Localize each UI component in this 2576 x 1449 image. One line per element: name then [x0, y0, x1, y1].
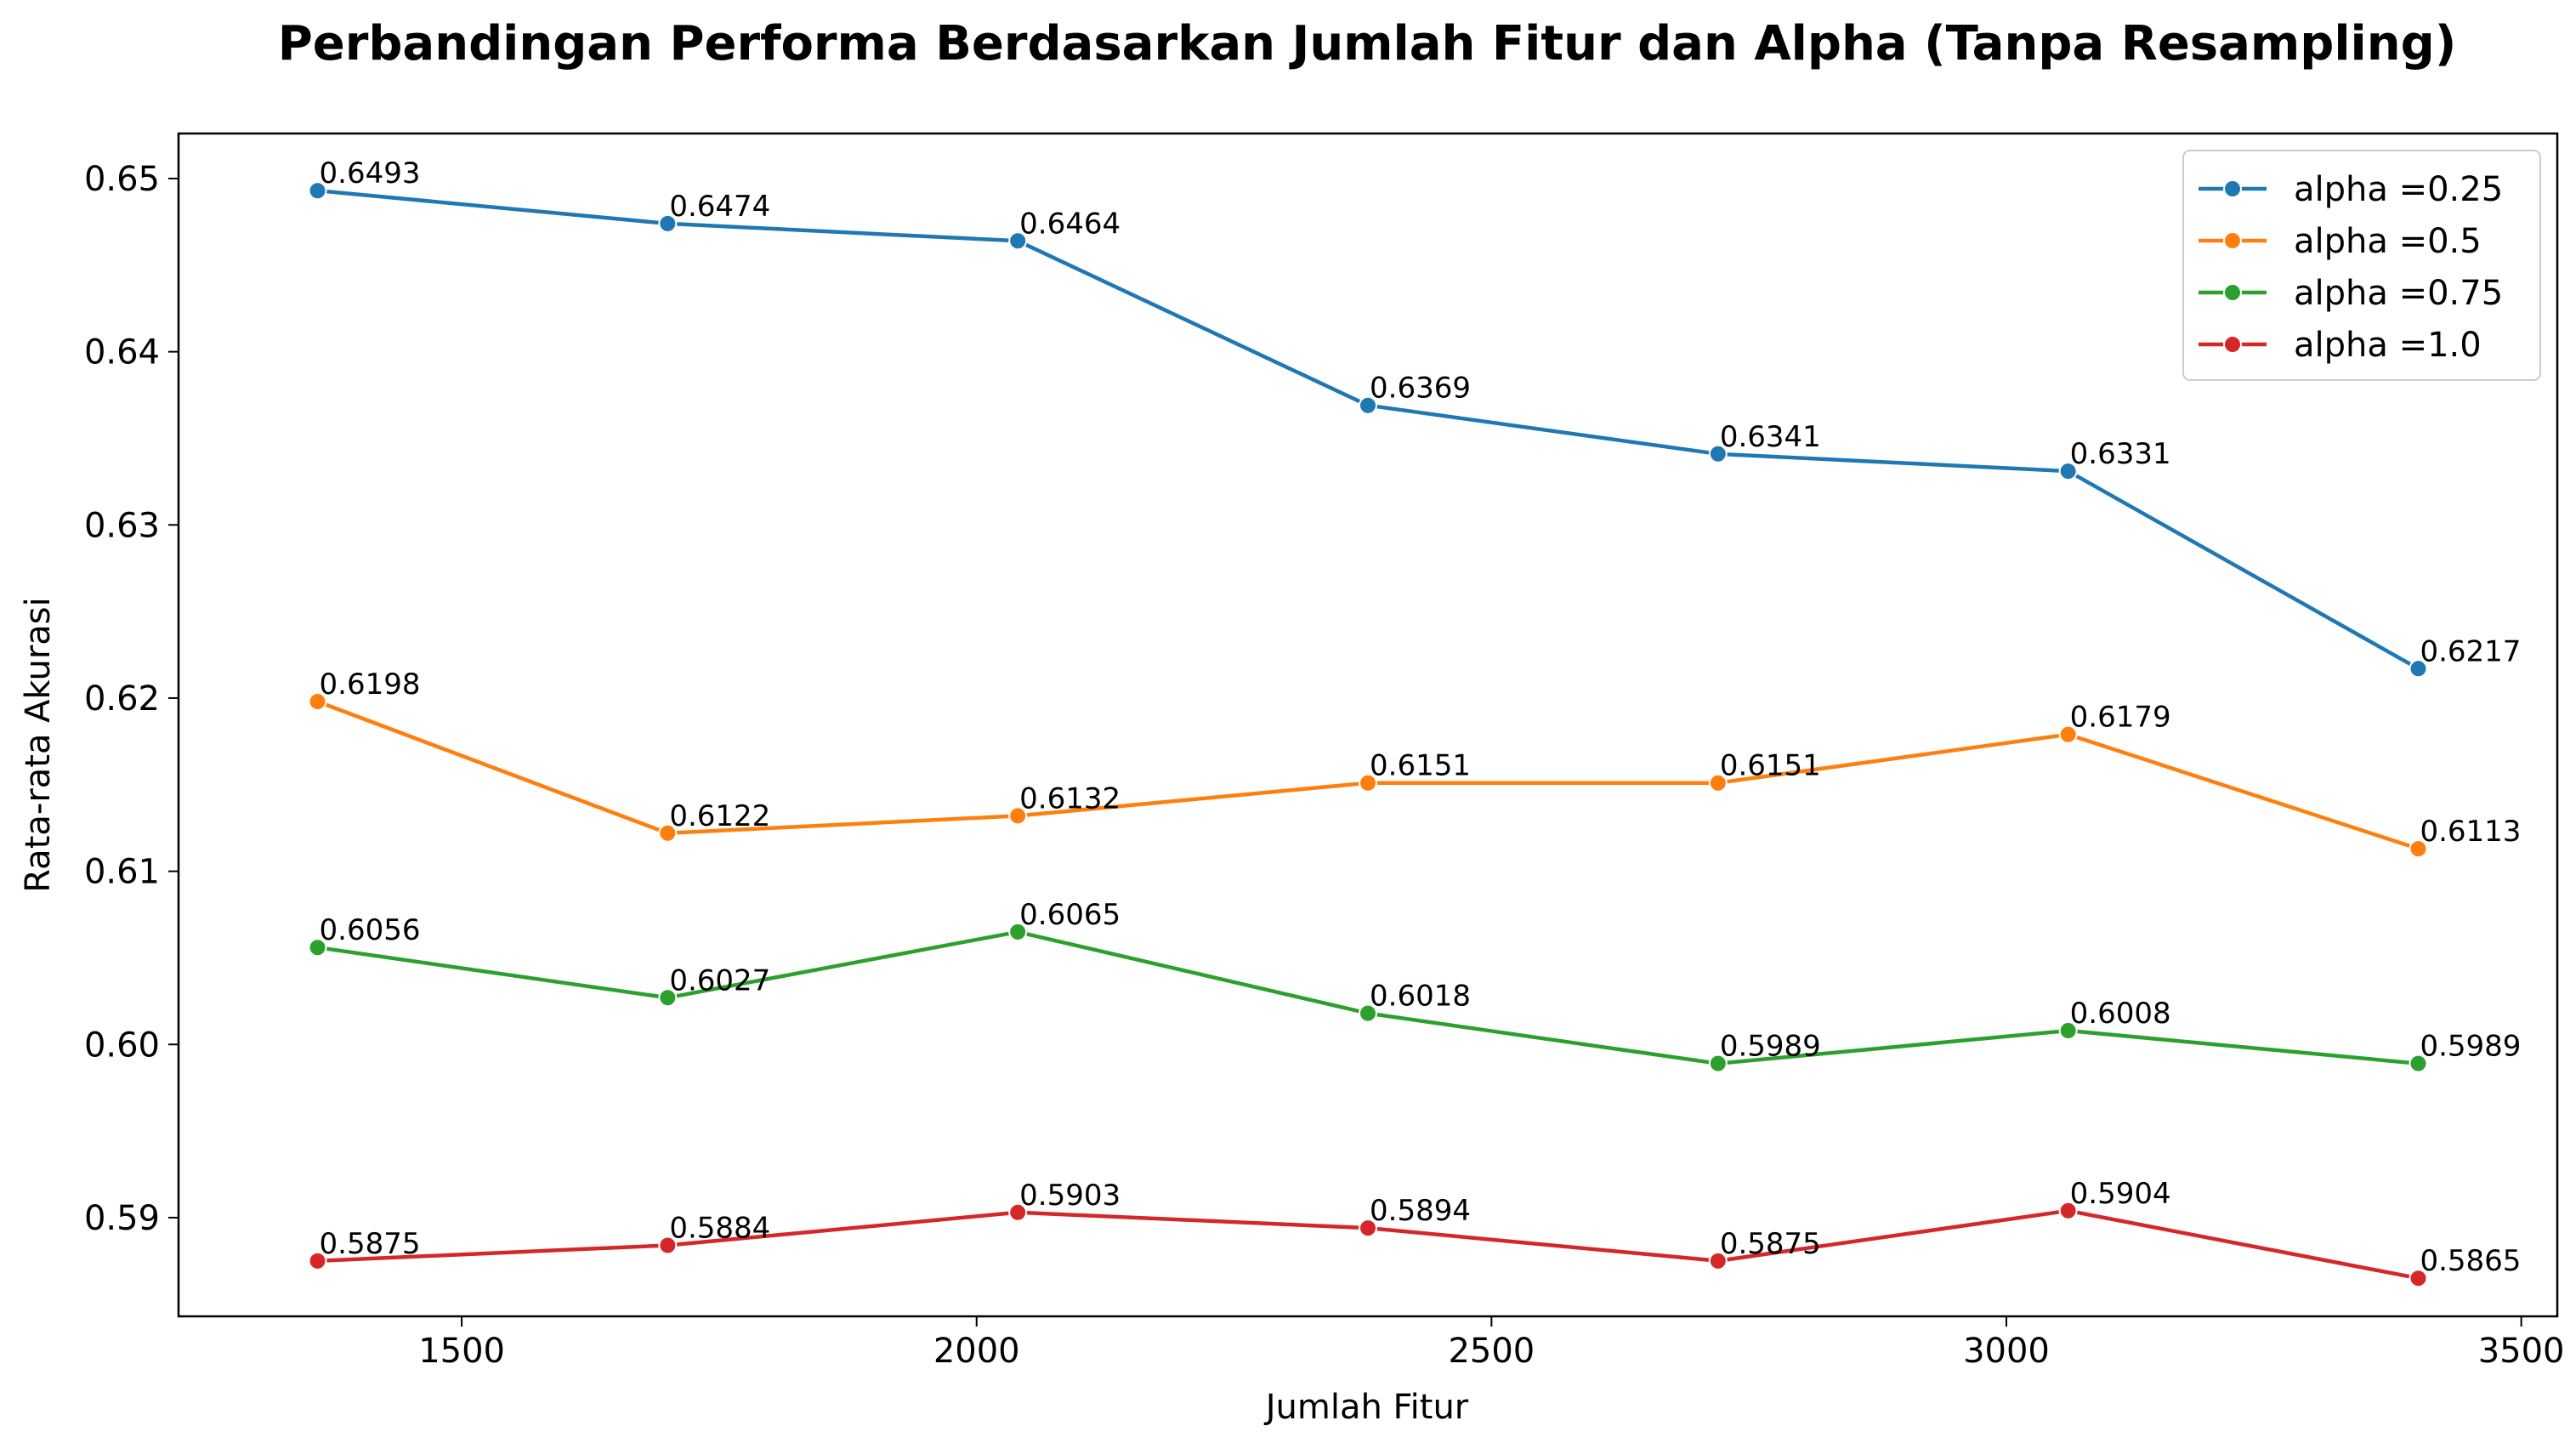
data-point [2058, 1020, 2078, 1040]
axes-frame [177, 132, 2559, 1318]
data-label: 0.6151 [1720, 749, 1821, 783]
x-tick-label: 3500 [2478, 1332, 2565, 1371]
data-point [2409, 659, 2428, 679]
data-point [308, 181, 327, 201]
legend-swatch-marker [2223, 335, 2242, 354]
legend-label: alpha =1.0 [2294, 326, 2482, 365]
x-axis-label: Jumlah Fitur [1263, 1388, 1469, 1427]
data-point [1008, 1202, 1028, 1222]
y-tick-label: 0.62 [84, 679, 160, 719]
data-label: 0.6008 [2070, 997, 2171, 1031]
data-label: 0.5884 [669, 1211, 770, 1245]
data-label: 0.6331 [2070, 437, 2171, 471]
data-point [308, 1251, 327, 1270]
data-label: 0.6018 [1370, 980, 1471, 1014]
data-point [2409, 1269, 2428, 1288]
legend-swatch-marker [2223, 179, 2242, 198]
series-2: 0.6198 0.6122 0.6132 0.6151 0.6151 0.6179 0.61… [308, 668, 2521, 859]
data-label: 0.5989 [2420, 1030, 2521, 1064]
x-tick-label: 3000 [1963, 1332, 2050, 1371]
data-label: 0.5865 [2420, 1244, 2521, 1278]
y-tick-label: 0.60 [84, 1026, 160, 1065]
data-point [1708, 1054, 1728, 1073]
legend-item: alpha =1.0 [2199, 326, 2482, 365]
y-tick-label: 0.63 [84, 506, 160, 545]
data-point [308, 692, 327, 712]
data-label: 0.6217 [2420, 634, 2521, 668]
legend: alpha =0.25 alpha =0.5 alpha =0.75 alpha =1… [2182, 150, 2541, 381]
series-3: 0.6056 0.6027 0.6065 0.6018 0.5989 0.6008 0.59… [308, 898, 2521, 1073]
data-point [1359, 773, 1377, 793]
data-point [658, 988, 678, 1008]
data-label: 0.5904 [2070, 1177, 2171, 1211]
data-label: 0.6369 [1370, 372, 1471, 406]
legend-box [2182, 150, 2541, 381]
data-label: 0.6151 [1370, 749, 1471, 783]
data-label: 0.5894 [1370, 1194, 1471, 1228]
data-label: 0.6122 [669, 799, 770, 833]
data-point [1359, 395, 1377, 415]
data-point [308, 938, 327, 957]
legend-swatch-marker [2223, 231, 2242, 250]
legend-label: alpha =0.25 [2294, 170, 2503, 209]
y-tick-label: 0.64 [84, 333, 160, 372]
data-point [1008, 922, 1028, 941]
y-tick-label: 0.59 [84, 1199, 160, 1238]
data-label: 0.6132 [1019, 781, 1121, 815]
data-label: 0.5875 [1720, 1227, 1821, 1261]
y-tick-label: 0.61 [84, 853, 160, 892]
data-point [2058, 1201, 2078, 1220]
data-label: 0.6065 [1019, 898, 1121, 932]
series-1: 0.6493 0.6474 0.6464 0.6369 0.6341 0.6331 0.62… [308, 156, 2521, 679]
data-label: 0.6493 [320, 156, 421, 190]
legend-label: alpha =0.75 [2294, 274, 2503, 313]
data-point [1708, 773, 1728, 793]
data-point [1008, 806, 1028, 826]
legend-label: alpha =0.5 [2294, 222, 2482, 261]
x-tick-label: 2000 [933, 1332, 1020, 1371]
series-line [317, 188, 2420, 671]
data-point [2058, 724, 2078, 744]
data-label: 0.6341 [1720, 420, 1821, 454]
data-point [658, 823, 678, 843]
data-point [1708, 444, 1728, 463]
data-point [1359, 1219, 1377, 1238]
data-point [658, 1236, 678, 1255]
data-point [1359, 1003, 1377, 1023]
y-tick-label: 0.65 [84, 160, 160, 199]
data-label: 0.6027 [669, 963, 770, 997]
data-point [1708, 1251, 1728, 1270]
x-tick-label: 1500 [418, 1332, 505, 1371]
legend-item: alpha =0.5 [2199, 222, 2482, 261]
data-point [658, 213, 678, 233]
y-axis-label: Rata-rata Akurasi [19, 597, 58, 892]
plot-area: 1500 2000 2500 3000 3500 0.59 0.60 0.61 0.62 0.63… [84, 132, 2565, 1371]
data-point [2409, 839, 2428, 859]
data-label: 0.5875 [320, 1227, 421, 1261]
data-label: 0.6056 [320, 913, 421, 947]
data-label: 0.6179 [2070, 701, 2171, 735]
legend-item: alpha =0.25 [2199, 170, 2503, 209]
legend-swatch-marker [2223, 283, 2242, 302]
data-point [1008, 231, 1028, 251]
series-4: 0.5875 0.5884 0.5903 0.5894 0.5875 0.5904 0.58… [308, 1177, 2521, 1288]
data-label: 0.5989 [1720, 1030, 1821, 1064]
data-label: 0.6113 [2420, 815, 2521, 849]
data-label: 0.6198 [320, 668, 421, 702]
data-point [2409, 1054, 2428, 1073]
data-label: 0.6474 [669, 190, 770, 224]
data-label: 0.6464 [1019, 207, 1121, 241]
x-tick-label: 2500 [1448, 1332, 1535, 1371]
data-label: 0.5903 [1019, 1179, 1121, 1213]
legend-item: alpha =0.75 [2199, 274, 2503, 313]
data-point [2058, 462, 2078, 481]
chart-title: Perbandingan Performa Berdasarkan Jumlah… [278, 16, 2457, 71]
